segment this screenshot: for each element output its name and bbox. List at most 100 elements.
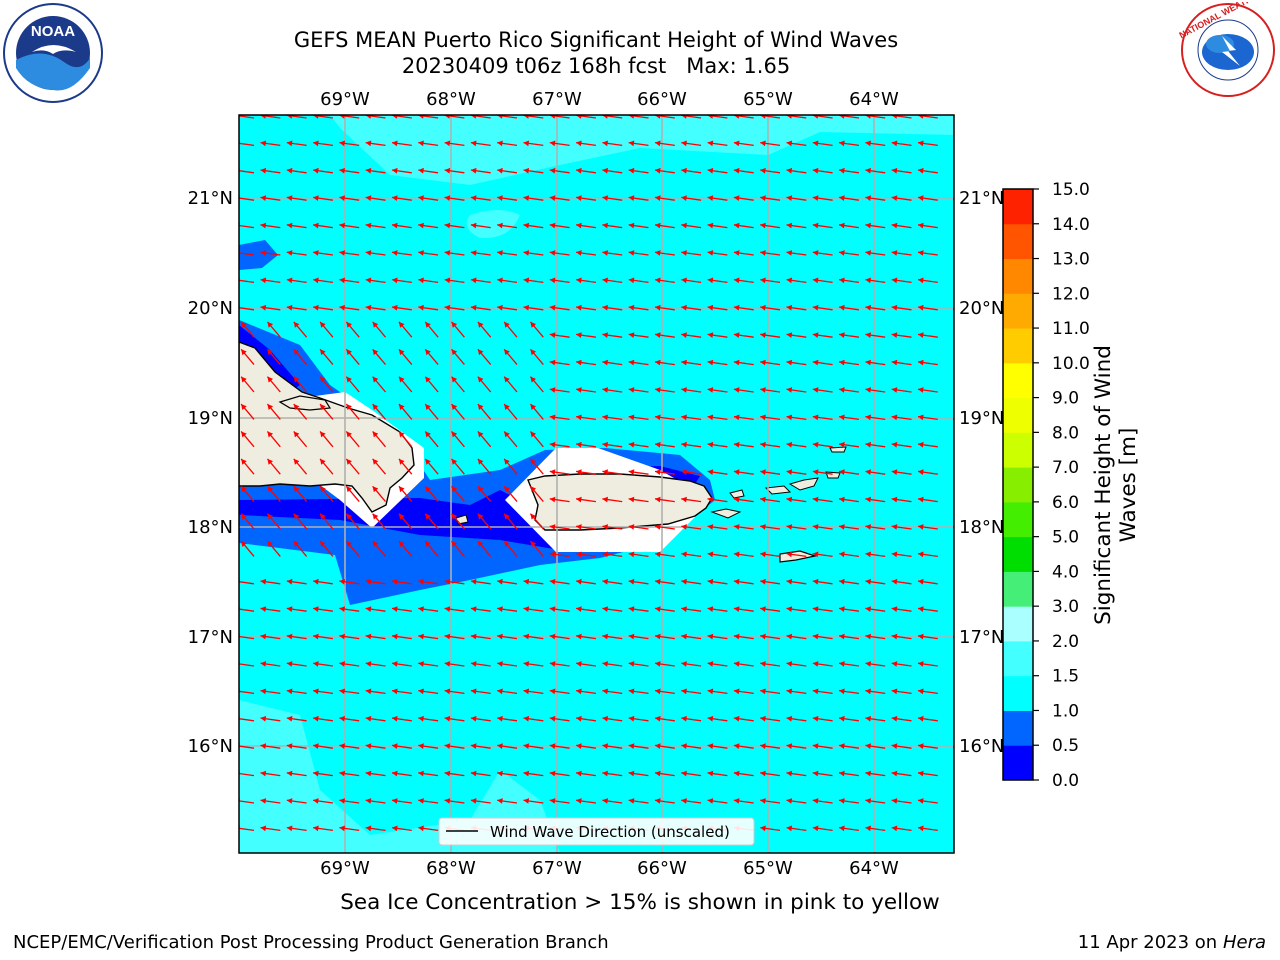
wave-direction-arrow	[865, 496, 886, 503]
wave-direction-arrow	[523, 743, 544, 749]
wave-direction-arrow	[654, 167, 675, 174]
wave-direction-arrow	[365, 661, 386, 667]
wave-direction-arrow	[628, 441, 649, 448]
land-anegada	[829, 446, 847, 453]
wave-direction-arrow	[681, 743, 702, 749]
wave-direction-arrow	[365, 222, 386, 229]
wave-direction-arrow	[786, 277, 807, 284]
wave-direction-arrow	[576, 441, 596, 448]
colorbar-tick-label: 13.0	[1052, 250, 1090, 270]
wave-direction-arrow	[286, 250, 307, 256]
wave-direction-arrow	[733, 332, 754, 338]
wave-direction-arrow	[470, 661, 491, 667]
wave-direction-arrow	[365, 304, 386, 311]
wave-direction-arrow	[286, 167, 307, 174]
colorbar-segment	[1003, 536, 1033, 572]
wave-contour-darkblue	[239, 490, 560, 550]
wave-direction-arrow	[812, 743, 833, 749]
wave-direction-arrow	[628, 743, 649, 749]
colorbar-tick-label: 10.0	[1052, 354, 1090, 374]
wave-direction-arrow	[260, 195, 281, 201]
wave-direction-arrow	[786, 825, 807, 832]
wave-direction-arrow	[891, 743, 912, 749]
wave-direction-arrow	[654, 195, 675, 201]
wave-direction-arrow	[319, 458, 334, 475]
wave-direction-arrow	[628, 688, 649, 695]
wave-direction-arrow	[760, 825, 781, 832]
wave-direction-arrow	[839, 688, 859, 695]
wave-direction-arrow	[313, 798, 333, 804]
wave-direction-arrow	[372, 403, 386, 420]
colorbar: 0.0 0.5 1.0 1.5 2.0 3.0 4.0 5.0 6.0 7.0 8.0 9.0 10.0…	[1002, 180, 1090, 791]
wave-direction-arrow	[286, 798, 307, 804]
wave-direction-arrow	[240, 540, 255, 557]
wave-direction-arrow	[576, 304, 596, 311]
wave-direction-arrow	[424, 540, 439, 557]
wave-direction-arrow	[365, 825, 386, 832]
wave-direction-arrow	[319, 513, 334, 530]
axis-labels: 69°W 68°W 67°W 66°W 65°W 64°W 69°W 68°W …	[188, 89, 1005, 879]
wave-direction-arrow	[865, 798, 886, 804]
wave-direction-arrow	[444, 633, 465, 640]
wave-direction-arrow	[602, 661, 623, 667]
wave-direction-arrow	[839, 140, 859, 147]
wave-direction-arrow	[444, 304, 465, 311]
wave-direction-arrow	[760, 606, 781, 612]
wave-direction-arrow	[865, 606, 886, 612]
wave-direction-arrow	[602, 715, 623, 722]
wave-direction-arrow	[865, 469, 886, 475]
wave-direction-arrow	[549, 277, 570, 284]
colorbar-title: Significant Height of Wind Waves [m]	[1091, 345, 1141, 625]
nws-logo: NATIONAL WEATHER SERVICE	[1178, 2, 1278, 97]
colorbar-tick-label: 11.0	[1052, 319, 1090, 339]
wave-direction-arrow	[812, 551, 833, 558]
wave-direction-arrow	[602, 524, 623, 530]
wave-direction-arrow	[733, 770, 754, 777]
wave-direction-arrow	[372, 458, 386, 475]
wave-direction-arrow	[786, 661, 807, 667]
lon-label-bottom: 65°W	[743, 858, 793, 879]
wave-direction-arrow	[628, 496, 649, 503]
sea-ice-note: Sea Ice Concentration > 15% is shown in …	[340, 890, 940, 915]
colorbar-tick-label: 7.0	[1052, 458, 1079, 478]
wave-direction-arrow	[891, 469, 912, 475]
colorbar-segment	[1003, 189, 1033, 225]
lon-label-top: 68°W	[426, 89, 476, 110]
wave-direction-arrow	[602, 578, 623, 585]
wave-direction-arrow	[391, 661, 412, 667]
wave-direction-arrow	[865, 688, 886, 695]
wave-direction-arrow	[365, 167, 386, 174]
colorbar-title-line1: Significant Height of Wind	[1091, 345, 1116, 625]
wave-direction-arrow	[398, 348, 413, 366]
wave-direction-arrow	[398, 513, 413, 530]
wave-direction-arrow	[812, 277, 833, 284]
wave-direction-arrow	[260, 688, 281, 695]
wave-direction-arrow	[286, 743, 307, 749]
wave-direction-arrow	[523, 688, 544, 695]
map-title: GEFS MEAN Puerto Rico Significant Height…	[293, 28, 899, 52]
wave-direction-arrow	[576, 551, 596, 558]
wave-direction-arrow	[576, 661, 596, 667]
wave-direction-arrow	[240, 403, 255, 420]
wave-direction-arrow	[549, 387, 570, 393]
wave-direction-arrow	[839, 222, 859, 229]
wave-direction-arrow	[786, 359, 807, 366]
wave-direction-arrow	[602, 195, 623, 201]
wave-direction-arrow	[339, 167, 360, 174]
wave-direction-arrow	[707, 332, 728, 338]
wave-direction-arrow	[470, 304, 491, 311]
wave-contour-light	[239, 700, 560, 853]
wave-direction-arrow	[812, 524, 833, 530]
wave-direction-arrow	[812, 578, 833, 585]
wave-direction-arrow	[319, 321, 334, 338]
wave-direction-arrow	[470, 743, 491, 749]
wave-direction-arrow	[760, 359, 781, 366]
wave-direction-arrow	[707, 661, 728, 667]
wave-direction-arrow	[345, 485, 360, 503]
lat-label-right: 21°N	[959, 188, 1004, 209]
wave-direction-arrow	[477, 321, 492, 338]
wave-direction-arrow	[917, 825, 938, 832]
wave-direction-arrow	[839, 551, 859, 558]
legend-label: Wind Wave Direction (unscaled)	[490, 823, 730, 841]
wave-direction-arrow	[917, 715, 938, 722]
